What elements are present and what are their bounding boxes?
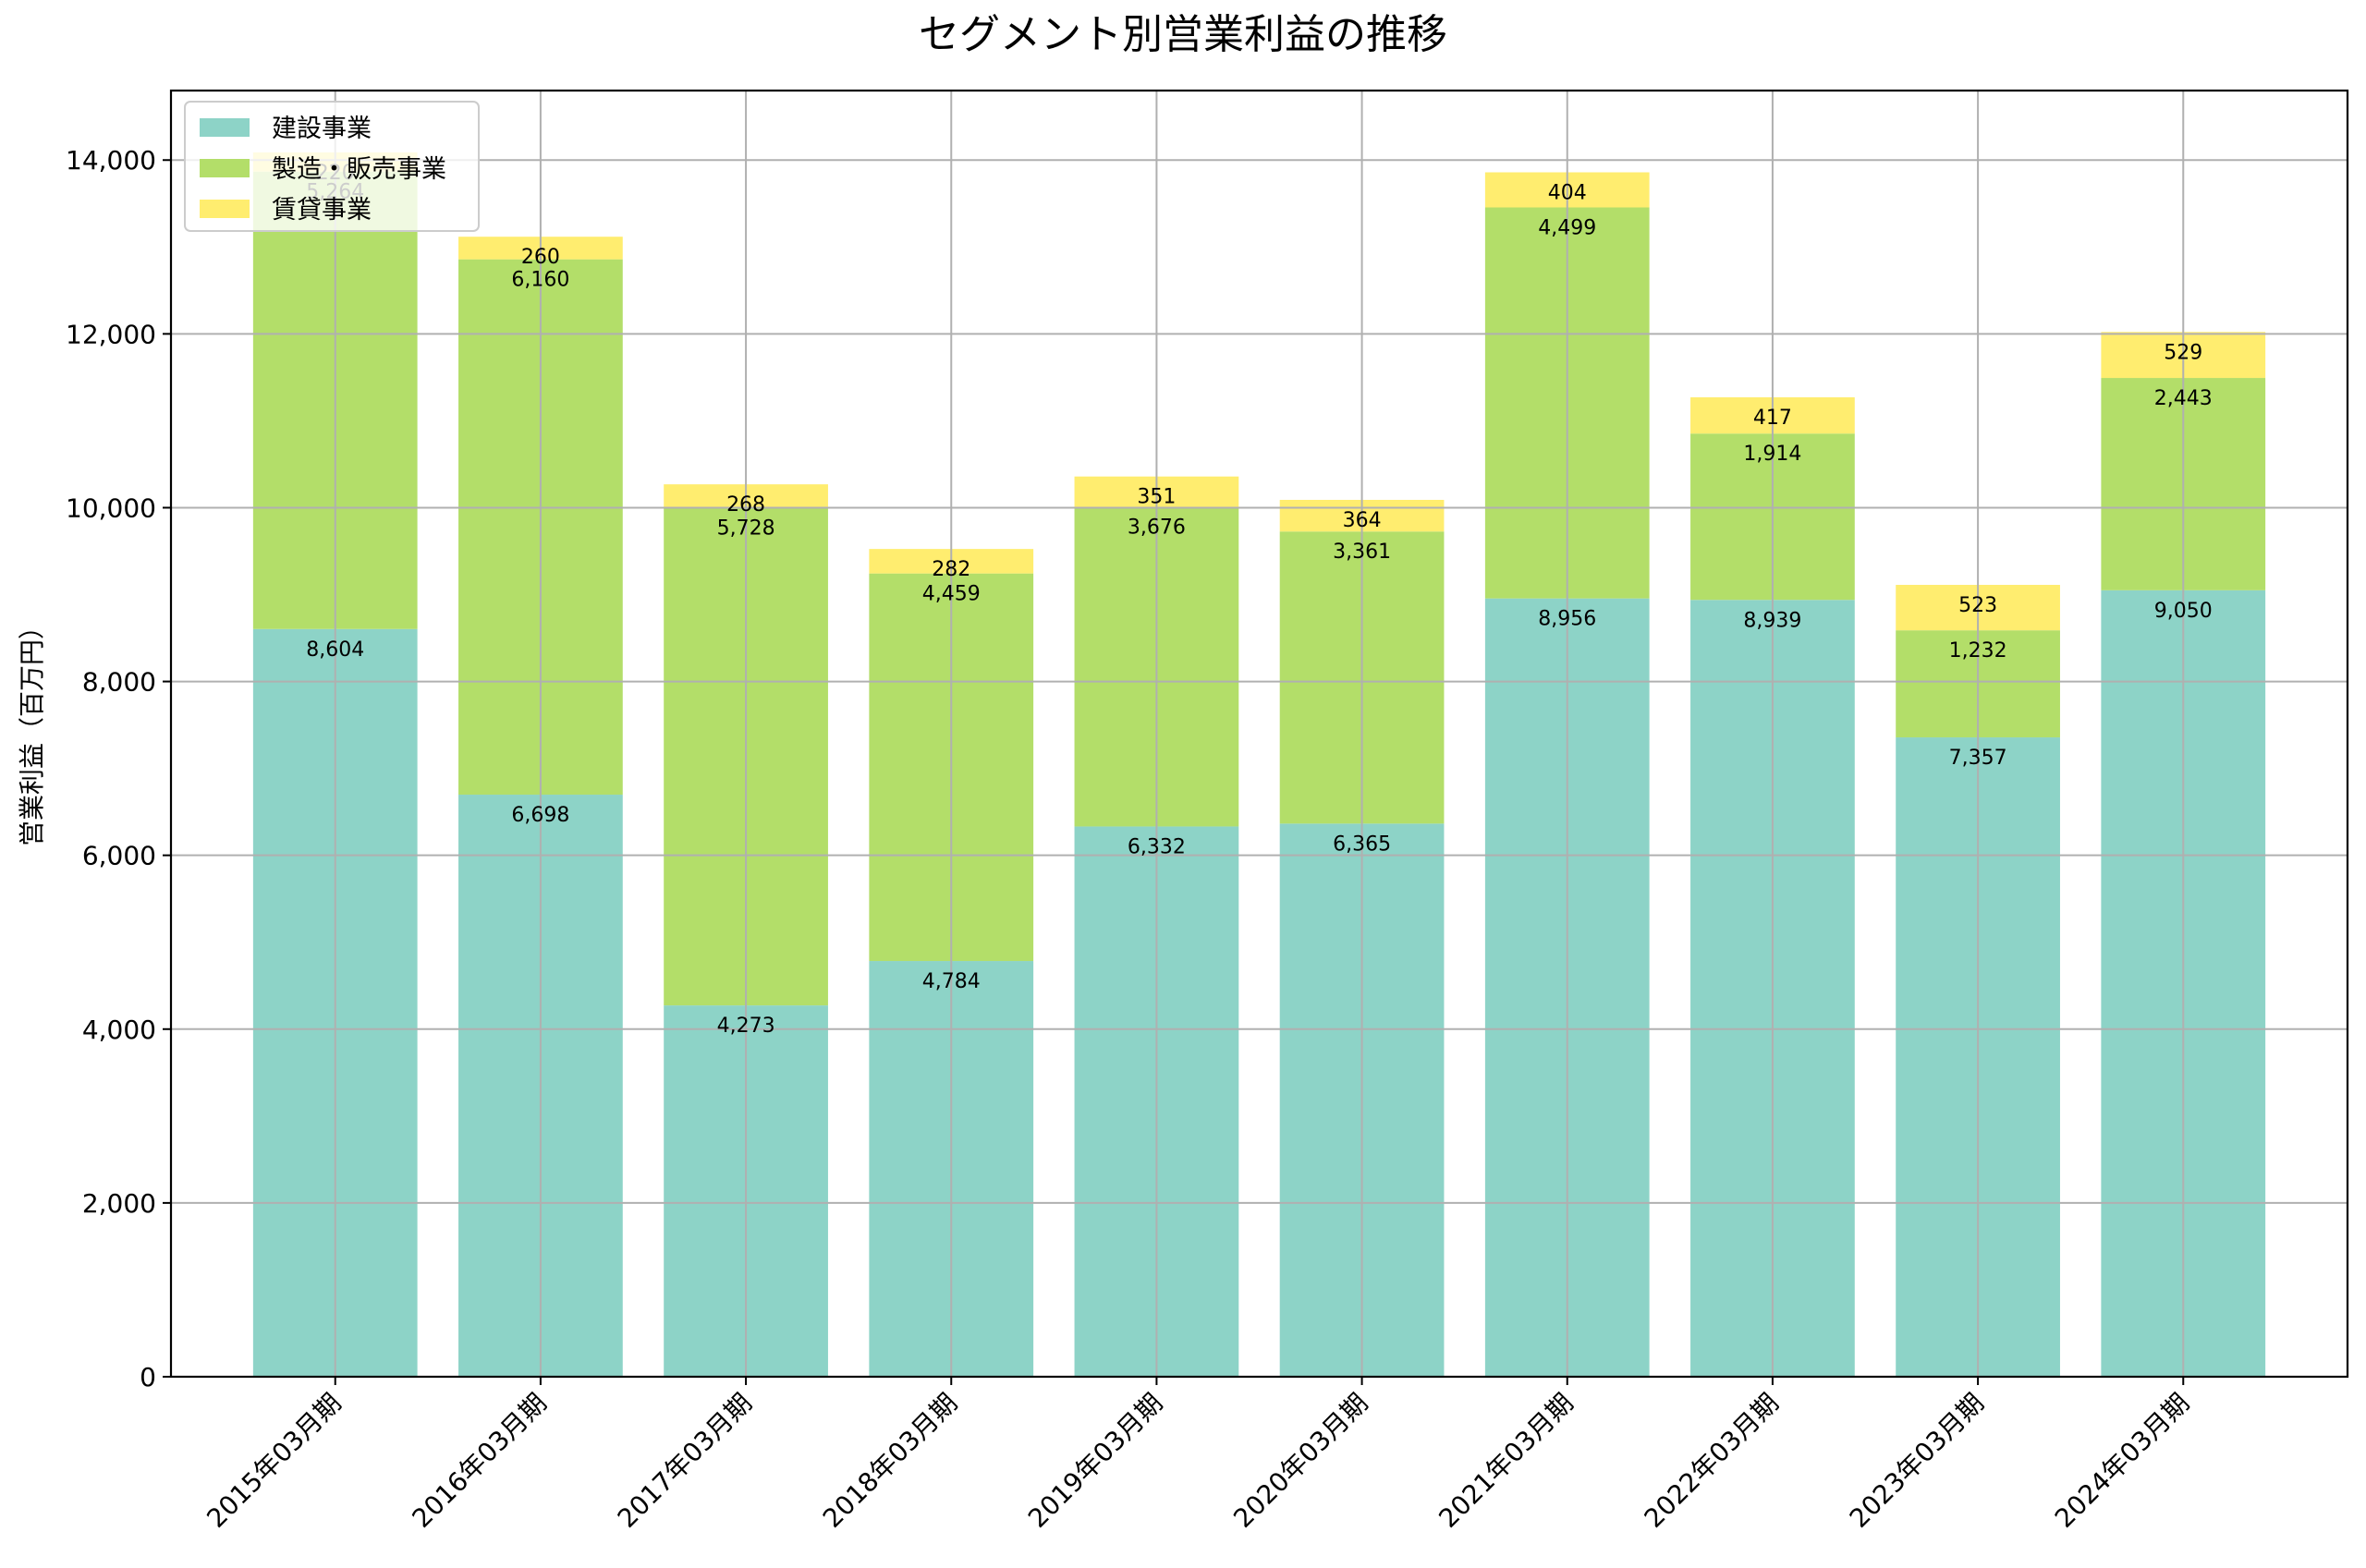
- y-axis-label: 営業利益（百万円）: [17, 614, 47, 846]
- grid-layer: [171, 91, 2348, 1377]
- x-tick-label: 2015年03月期: [201, 1388, 347, 1534]
- x-tick-label: 2020年03月期: [1227, 1388, 1373, 1534]
- data-label-1-7: 1,914: [1743, 443, 1801, 466]
- data-label-2-2: 268: [726, 493, 765, 517]
- x-tick-label: 2022年03月期: [1639, 1388, 1785, 1534]
- x-tick-label: 2021年03月期: [1433, 1388, 1579, 1534]
- data-label-0-8: 7,357: [1949, 747, 2007, 770]
- data-label-0-7: 8,939: [1743, 609, 1801, 632]
- data-label-0-5: 6,365: [1333, 833, 1391, 856]
- data-label-2-8: 523: [1958, 594, 1997, 617]
- y-tick-label: 2,000: [82, 1188, 156, 1219]
- data-label-1-9: 2,443: [2154, 387, 2213, 410]
- x-tick-label: 2023年03月期: [1844, 1388, 1990, 1534]
- legend-swatch-2: [200, 200, 250, 218]
- data-label-2-3: 282: [932, 558, 970, 581]
- data-label-0-9: 9,050: [2154, 600, 2213, 623]
- x-tick-label: 2017年03月期: [612, 1388, 758, 1534]
- data-labels-layer: 8,6045,2642206,6986,1602604,2735,7282684…: [306, 162, 2213, 1038]
- data-label-2-9: 529: [2164, 341, 2202, 364]
- data-label-0-3: 4,784: [922, 970, 981, 993]
- data-label-1-1: 6,160: [511, 269, 569, 292]
- data-label-2-4: 351: [1137, 486, 1176, 509]
- data-label-1-6: 4,499: [1538, 217, 1596, 240]
- legend-label-1: 製造・販売事業: [272, 155, 446, 184]
- data-label-2-5: 364: [1343, 509, 1382, 532]
- y-tick-label: 12,000: [66, 319, 156, 349]
- y-tick-label: 10,000: [66, 492, 156, 523]
- plot-frame: [169, 89, 2349, 1379]
- y-tick-label: 4,000: [82, 1015, 156, 1045]
- legend-swatch-0: [200, 118, 250, 137]
- data-label-1-3: 4,459: [922, 583, 981, 606]
- data-label-0-0: 8,604: [306, 638, 364, 662]
- data-label-1-2: 5,728: [717, 517, 775, 540]
- x-tick-label: 2019年03月期: [1022, 1388, 1168, 1534]
- legend-box: [184, 101, 480, 232]
- data-label-0-1: 6,698: [511, 804, 569, 827]
- data-label-0-2: 4,273: [717, 1015, 775, 1038]
- legend-label-0: 建設事業: [272, 115, 372, 143]
- x-tick-label: 2016年03月期: [407, 1388, 553, 1534]
- legend-swatch-1: [200, 159, 250, 177]
- x-tick-label: 2018年03月期: [817, 1388, 963, 1534]
- chart-title: セグメント別営業利益の推移: [919, 11, 1447, 58]
- y-tick-label: 8,000: [82, 667, 156, 698]
- data-label-1-5: 3,361: [1333, 541, 1391, 564]
- data-label-2-1: 260: [521, 246, 560, 269]
- data-label-2-7: 417: [1753, 407, 1792, 430]
- data-label-0-6: 8,956: [1538, 608, 1596, 631]
- legend-label-2: 賃貸事業: [272, 196, 372, 225]
- x-tick-label: 2024年03月期: [2049, 1388, 2195, 1534]
- y-tick-label: 6,000: [82, 841, 156, 871]
- data-label-1-8: 1,232: [1949, 639, 2007, 662]
- y-tick-label: 14,000: [66, 145, 156, 176]
- y-tick-label: 0: [140, 1362, 156, 1392]
- data-label-1-4: 3,676: [1128, 517, 1186, 540]
- data-label-0-4: 6,332: [1128, 835, 1186, 858]
- data-label-2-6: 404: [1548, 182, 1587, 205]
